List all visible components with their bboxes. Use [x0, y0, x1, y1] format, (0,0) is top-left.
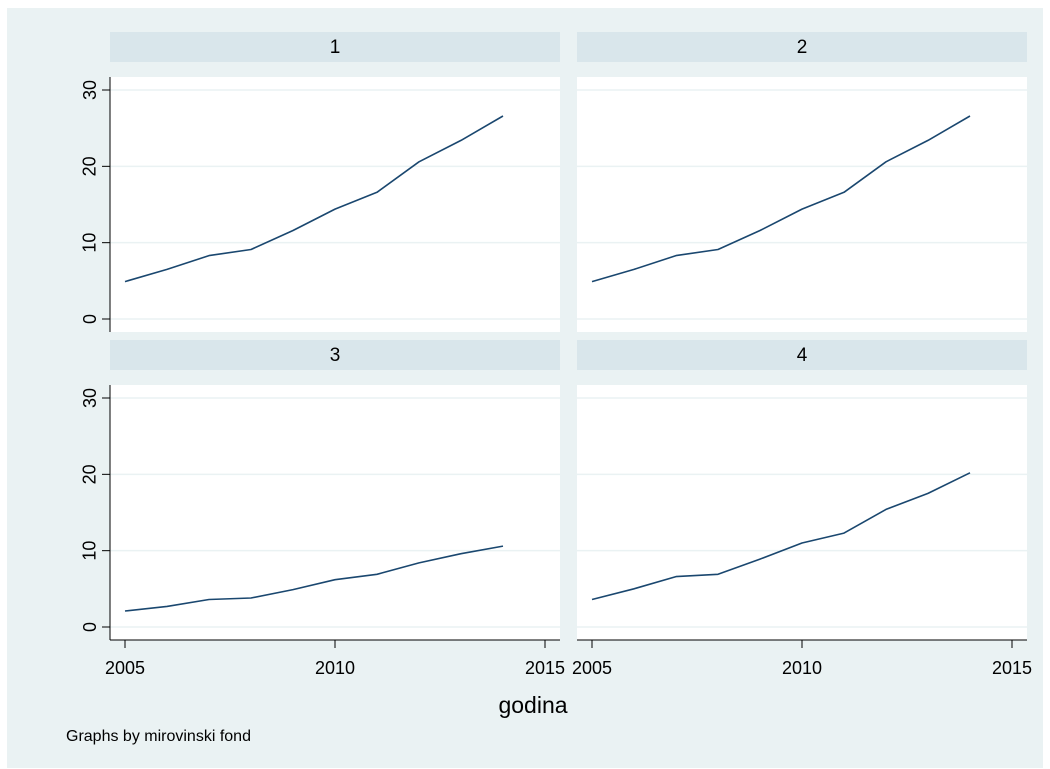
x-axis-title: godina — [498, 692, 567, 718]
panel-title-1: 1 — [330, 37, 341, 58]
y-tick-label-20: 20 — [80, 156, 100, 176]
y-tick-label-30: 30 — [80, 388, 100, 408]
panel-header-1 — [110, 32, 560, 62]
y-tick-label-10: 10 — [80, 541, 100, 561]
x-tick-label-2010: 2010 — [315, 658, 355, 678]
panel-header-3 — [110, 340, 560, 370]
panel-header-2 — [577, 32, 1027, 62]
x-tick-label-2010: 2010 — [782, 658, 822, 678]
series-line-1 — [124, 115, 504, 283]
y-tick-label-10: 10 — [80, 233, 100, 253]
graphs-by-note: Graphs by mirovinski fond — [66, 728, 251, 745]
x-tick-label-2005: 2005 — [572, 658, 612, 678]
series-line-2 — [591, 115, 971, 283]
y-tick-label-0: 0 — [80, 314, 100, 324]
series-line-3 — [124, 545, 504, 612]
panel-title-2: 2 — [797, 37, 808, 58]
plot-area-1 — [110, 77, 560, 332]
series-line-4 — [591, 472, 971, 601]
panel-title-4: 4 — [797, 345, 808, 366]
x-tick-label-2015: 2015 — [992, 658, 1032, 678]
plot-area-3 — [110, 385, 560, 640]
panel-2: 2 — [577, 32, 1027, 332]
y-tick-label-0: 0 — [80, 622, 100, 632]
plot-area-2 — [577, 77, 1027, 332]
panel-4: 4 2005 2010 2015 — [572, 340, 1032, 678]
x-tick-label-2005: 2005 — [105, 658, 145, 678]
plot-area-4 — [577, 385, 1027, 640]
y-tick-label-30: 30 — [80, 80, 100, 100]
x-tick-label-2015: 2015 — [525, 658, 565, 678]
y-tick-label-20: 20 — [80, 464, 100, 484]
panel-header-4 — [577, 340, 1027, 370]
panel-title-3: 3 — [330, 345, 341, 366]
